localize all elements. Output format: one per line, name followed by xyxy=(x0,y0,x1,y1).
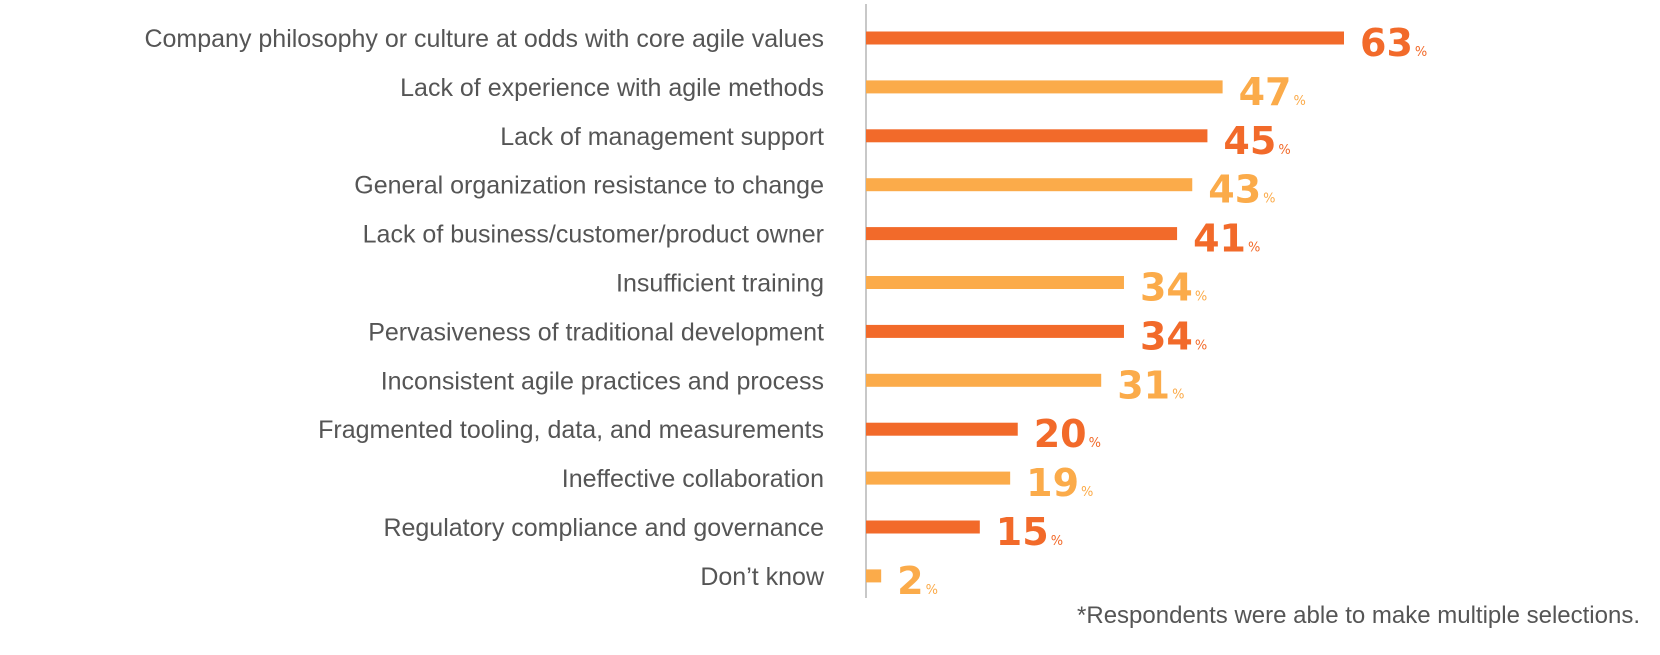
category-label: Lack of business/customer/product owner xyxy=(363,221,824,249)
category-label: Company philosophy or culture at odds wi… xyxy=(144,25,824,53)
bar xyxy=(866,569,882,583)
bar xyxy=(866,422,1018,436)
bar xyxy=(866,31,1344,45)
category-label: Inconsistent agile practices and process xyxy=(381,367,824,395)
value-label: 47% xyxy=(1239,70,1306,114)
value-label: 34% xyxy=(1140,266,1207,310)
value-label: 19% xyxy=(1026,461,1093,505)
category-label: Lack of experience with agile methods xyxy=(400,74,824,102)
value-label: 34% xyxy=(1140,314,1207,358)
value-label: 20% xyxy=(1034,412,1101,456)
bar xyxy=(866,129,1208,143)
value-label: 31% xyxy=(1117,363,1184,407)
category-label: Ineffective collaboration xyxy=(562,465,824,493)
bar xyxy=(866,520,980,534)
bar xyxy=(866,373,1102,387)
value-label: 45% xyxy=(1223,119,1290,163)
bar xyxy=(866,80,1223,94)
category-label: Insufficient training xyxy=(616,270,824,298)
bar xyxy=(866,324,1124,338)
category-label: Regulatory compliance and governance xyxy=(383,514,824,542)
chart-marks: Company philosophy or culture at odds wi… xyxy=(144,21,1427,603)
category-label: Lack of management support xyxy=(500,123,824,151)
category-label: General organization resistance to chang… xyxy=(354,172,824,200)
value-label: 2% xyxy=(897,559,938,603)
category-label: Don’t know xyxy=(700,563,825,591)
value-label: 15% xyxy=(996,510,1063,554)
bar xyxy=(866,178,1193,192)
value-label: 41% xyxy=(1193,217,1260,261)
category-label: Fragmented tooling, data, and measuremen… xyxy=(318,416,824,444)
value-label: 63% xyxy=(1360,21,1427,65)
bar xyxy=(866,227,1178,241)
bar xyxy=(866,276,1124,289)
category-label: Pervasiveness of traditional development xyxy=(368,318,824,346)
footnote: *Respondents were able to make multiple … xyxy=(1077,602,1640,629)
bar xyxy=(866,471,1011,485)
value-label: 43% xyxy=(1208,168,1275,212)
